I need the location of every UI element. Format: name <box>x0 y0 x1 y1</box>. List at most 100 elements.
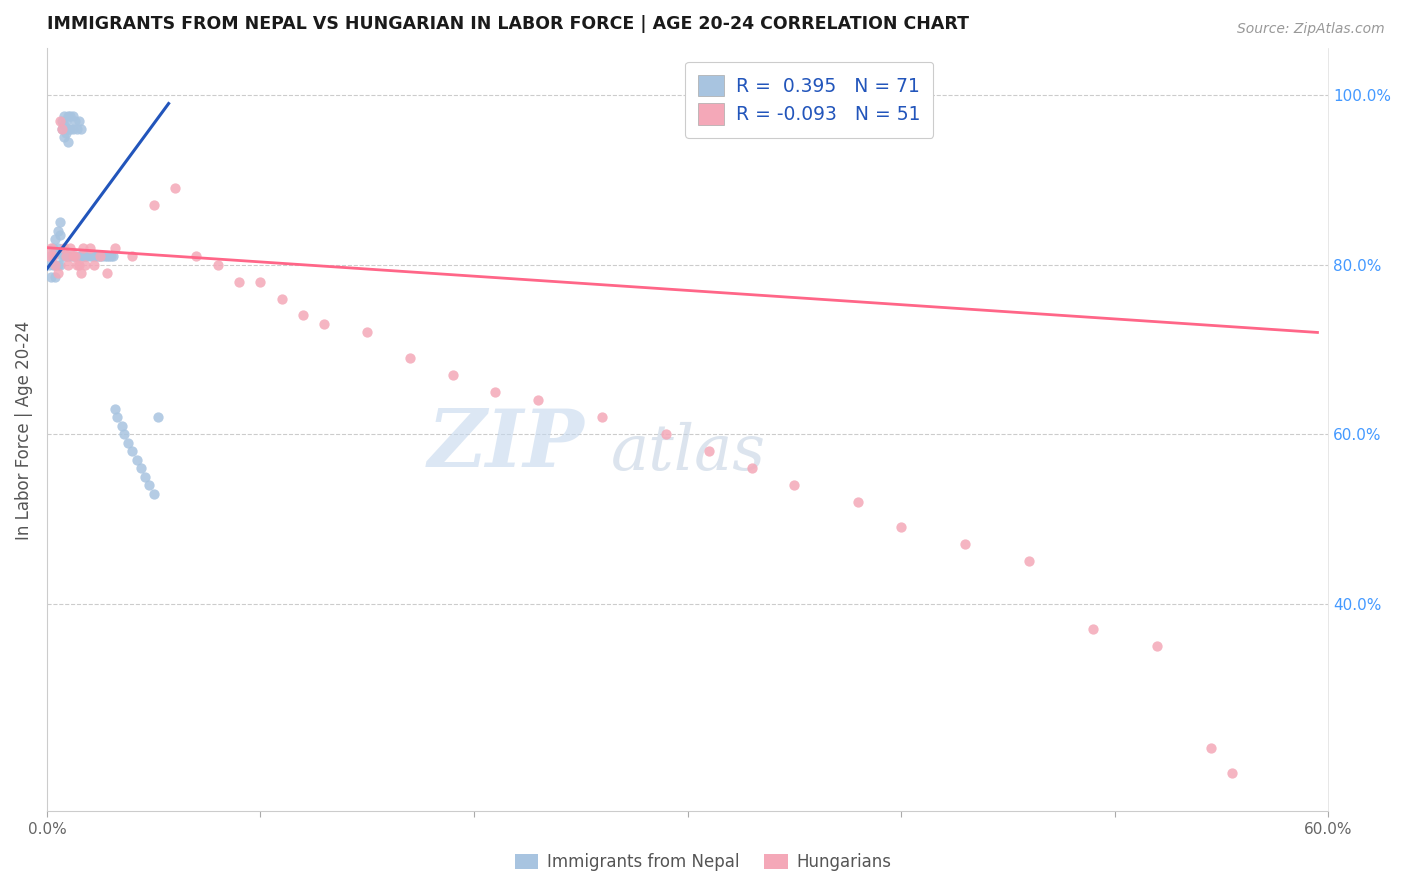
Point <box>51 122 73 136</box>
Point <box>51 249 73 263</box>
Point <box>89 249 111 263</box>
Point <box>97 249 120 263</box>
Point <box>207 258 229 272</box>
Point <box>134 469 156 483</box>
Point <box>111 418 134 433</box>
Point <box>59 122 82 136</box>
Point <box>83 258 105 272</box>
Point <box>42 249 65 263</box>
Point <box>52 241 75 255</box>
Point <box>46 224 69 238</box>
Point <box>142 198 165 212</box>
Point <box>80 249 103 263</box>
Point <box>121 444 143 458</box>
Point <box>52 118 75 132</box>
Point <box>89 249 111 263</box>
Point <box>655 427 678 442</box>
Point <box>58 122 80 136</box>
Point <box>104 401 127 416</box>
Point <box>484 384 506 399</box>
Point <box>75 249 97 263</box>
Point <box>62 109 84 123</box>
Point <box>121 249 143 263</box>
Point <box>846 495 869 509</box>
Point <box>1220 766 1243 780</box>
Point <box>59 249 82 263</box>
Point <box>96 249 118 263</box>
Point <box>72 249 94 263</box>
Point <box>46 258 69 272</box>
Point <box>953 537 976 551</box>
Point <box>55 113 77 128</box>
Point <box>42 258 65 272</box>
Point <box>1146 639 1168 653</box>
Point <box>79 249 101 263</box>
Point <box>142 486 165 500</box>
Point <box>46 266 69 280</box>
Point <box>527 393 550 408</box>
Point <box>59 109 82 123</box>
Point <box>52 109 75 123</box>
Point <box>890 520 912 534</box>
Text: IMMIGRANTS FROM NEPAL VS HUNGARIAN IN LABOR FORCE | AGE 20-24 CORRELATION CHART: IMMIGRANTS FROM NEPAL VS HUNGARIAN IN LA… <box>46 15 969 33</box>
Point <box>112 427 135 442</box>
Point <box>87 249 110 263</box>
Point <box>228 275 250 289</box>
Point <box>63 113 86 128</box>
Point <box>1199 740 1222 755</box>
Point <box>63 249 86 263</box>
Point <box>76 249 98 263</box>
Point <box>117 435 139 450</box>
Point <box>399 351 422 365</box>
Point <box>129 461 152 475</box>
Y-axis label: In Labor Force | Age 20-24: In Labor Force | Age 20-24 <box>15 320 32 540</box>
Point <box>70 249 93 263</box>
Point <box>38 258 60 272</box>
Point <box>46 241 69 255</box>
Text: atlas: atlas <box>610 422 766 483</box>
Point <box>48 244 70 259</box>
Point <box>44 270 66 285</box>
Point <box>101 249 124 263</box>
Point <box>96 266 118 280</box>
Point <box>67 113 90 128</box>
Point <box>697 444 720 458</box>
Point <box>62 249 84 263</box>
Point <box>58 109 80 123</box>
Point <box>62 249 84 263</box>
Point <box>1083 622 1105 636</box>
Point <box>314 317 336 331</box>
Point <box>52 130 75 145</box>
Point <box>39 249 62 263</box>
Point <box>51 113 73 128</box>
Text: Source: ZipAtlas.com: Source: ZipAtlas.com <box>1237 22 1385 37</box>
Point <box>79 241 101 255</box>
Point <box>38 249 60 263</box>
Point <box>66 122 89 136</box>
Point <box>70 122 93 136</box>
Point <box>93 249 115 263</box>
Point <box>270 292 292 306</box>
Text: ZIP: ZIP <box>429 407 585 484</box>
Point <box>249 275 271 289</box>
Point <box>356 326 378 340</box>
Point <box>48 258 70 272</box>
Point <box>163 181 186 195</box>
Point <box>100 249 122 263</box>
Point <box>146 410 169 425</box>
Point <box>75 258 97 272</box>
Point <box>55 249 77 263</box>
Point <box>44 244 66 259</box>
Point <box>42 241 65 255</box>
Point <box>55 126 77 140</box>
Point <box>84 249 107 263</box>
Point <box>591 410 613 425</box>
Point <box>58 258 80 272</box>
Point <box>62 122 84 136</box>
Point <box>91 249 114 263</box>
Point <box>75 249 97 263</box>
Point <box>58 135 80 149</box>
Point <box>292 309 315 323</box>
Point <box>1018 554 1040 568</box>
Point <box>39 241 62 255</box>
